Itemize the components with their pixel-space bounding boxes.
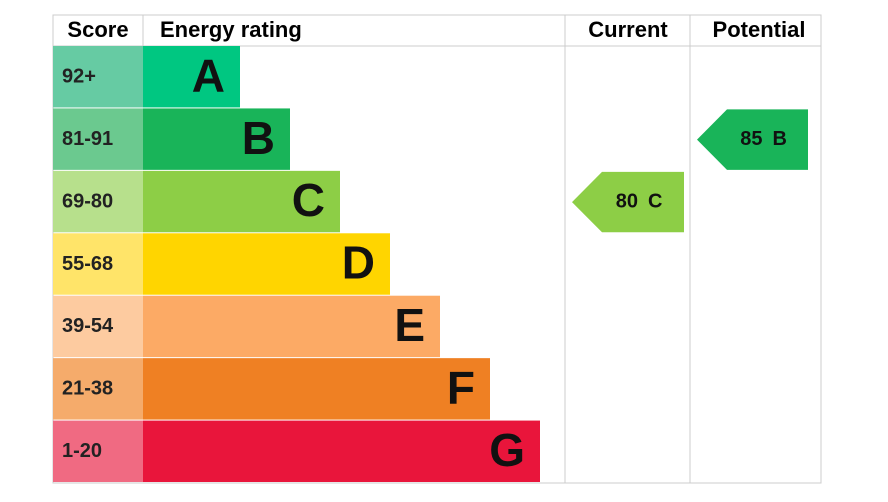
score-cell xyxy=(53,170,143,233)
current-value: 80 xyxy=(616,190,638,212)
current-arrow xyxy=(572,171,684,233)
potential-letter: B xyxy=(773,128,787,150)
band-letter: D xyxy=(342,237,375,289)
score-label: 55-68 xyxy=(62,253,113,275)
score-cell xyxy=(53,233,143,295)
band-bar xyxy=(143,420,540,482)
score-label: 21-38 xyxy=(62,378,113,400)
score-label: 92+ xyxy=(62,65,96,87)
band-bar xyxy=(143,233,390,295)
band-letter: F xyxy=(447,362,475,414)
score-cell xyxy=(53,46,143,108)
score-cell xyxy=(53,108,143,170)
score-cell xyxy=(53,358,143,420)
potential-value: 85 xyxy=(740,128,762,150)
current-letter: C xyxy=(648,190,662,212)
band-bar xyxy=(143,170,340,233)
band-bar xyxy=(143,295,440,358)
header-rating: Energy rating xyxy=(160,17,302,42)
band-letter: G xyxy=(489,424,525,476)
band-letter: A xyxy=(192,49,225,101)
score-label: 81-91 xyxy=(62,128,113,150)
band-letter: C xyxy=(292,174,325,226)
potential-arrow xyxy=(697,109,808,170)
score-cell xyxy=(53,420,143,482)
score-label: 1-20 xyxy=(62,440,102,462)
band-bar xyxy=(143,46,240,108)
band-letter: E xyxy=(394,299,425,351)
header-potential: Potential xyxy=(713,17,806,42)
score-cell xyxy=(53,295,143,358)
band-letter: B xyxy=(242,112,275,164)
band-bar xyxy=(143,108,290,170)
header-score: Score xyxy=(67,17,128,42)
header-current: Current xyxy=(588,17,668,42)
score-label: 39-54 xyxy=(62,315,114,337)
band-bar xyxy=(143,358,490,420)
score-label: 69-80 xyxy=(62,190,113,212)
